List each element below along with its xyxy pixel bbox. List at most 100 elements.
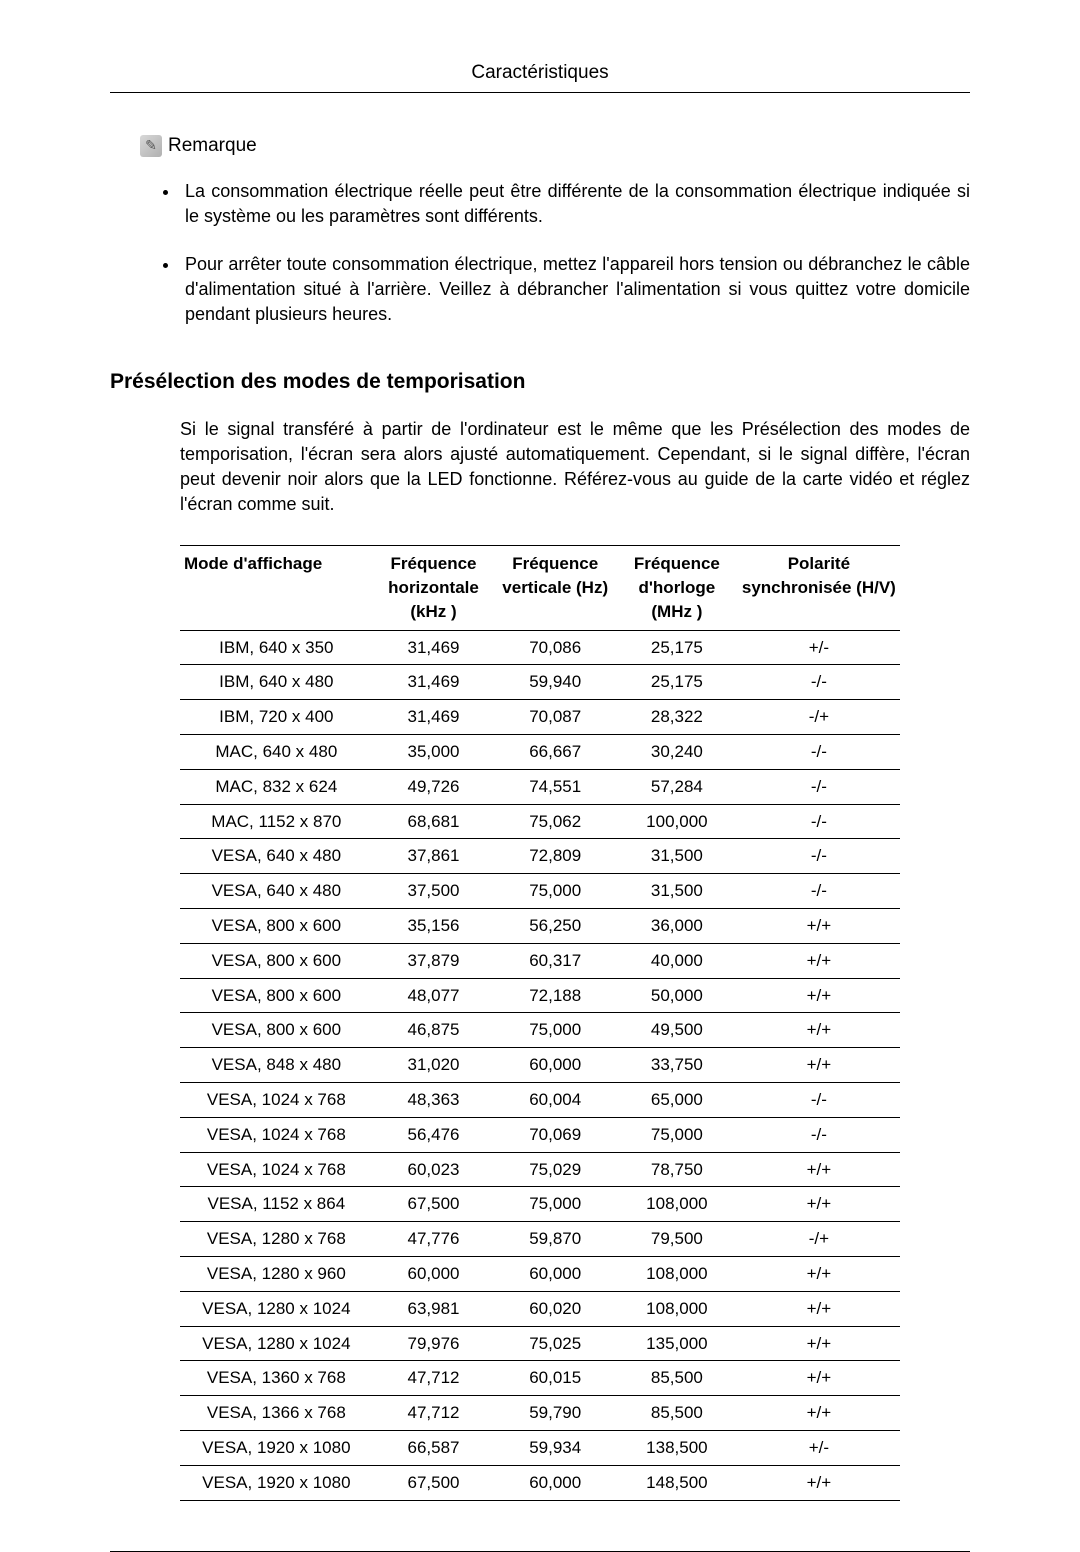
table-cell: 50,000 bbox=[616, 978, 738, 1013]
table-cell: +/+ bbox=[738, 1361, 900, 1396]
table-cell: VESA, 1920 x 1080 bbox=[180, 1465, 373, 1500]
section-heading: Présélection des modes de temporisation bbox=[110, 367, 970, 396]
table-cell: 48,363 bbox=[373, 1083, 495, 1118]
page-header: Caractéristiques bbox=[110, 60, 970, 93]
note-icon: ✎ bbox=[140, 135, 162, 157]
table-cell: 60,317 bbox=[494, 943, 616, 978]
table-cell: VESA, 800 x 600 bbox=[180, 943, 373, 978]
table-cell: VESA, 1024 x 768 bbox=[180, 1083, 373, 1118]
table-cell: 63,981 bbox=[373, 1291, 495, 1326]
remarque-line: ✎ Remarque bbox=[140, 133, 970, 160]
table-cell: 35,000 bbox=[373, 735, 495, 770]
table-cell: 59,790 bbox=[494, 1396, 616, 1431]
table-cell: +/+ bbox=[738, 1187, 900, 1222]
table-cell: VESA, 1152 x 864 bbox=[180, 1187, 373, 1222]
bullet-list: La consommation électrique réelle peut ê… bbox=[180, 179, 970, 327]
table-cell: 60,023 bbox=[373, 1152, 495, 1187]
table-row: VESA, 1024 x 76860,02375,02978,750+/+ bbox=[180, 1152, 900, 1187]
table-cell: 28,322 bbox=[616, 700, 738, 735]
table-row: VESA, 1024 x 76856,47670,06975,000-/- bbox=[180, 1117, 900, 1152]
table-row: VESA, 1280 x 102463,98160,020108,000+/+ bbox=[180, 1291, 900, 1326]
table-row: VESA, 1280 x 96060,00060,000108,000+/+ bbox=[180, 1257, 900, 1292]
table-cell: IBM, 720 x 400 bbox=[180, 700, 373, 735]
table-row: MAC, 1152 x 87068,68175,062100,000-/- bbox=[180, 804, 900, 839]
table-cell: 70,086 bbox=[494, 630, 616, 665]
table-cell: 48,077 bbox=[373, 978, 495, 1013]
table-cell: VESA, 1360 x 768 bbox=[180, 1361, 373, 1396]
table-cell: 75,000 bbox=[494, 1013, 616, 1048]
table-cell: VESA, 800 x 600 bbox=[180, 1013, 373, 1048]
table-cell: 31,500 bbox=[616, 839, 738, 874]
table-cell: 78,750 bbox=[616, 1152, 738, 1187]
table-cell: IBM, 640 x 480 bbox=[180, 665, 373, 700]
col-header: Fréquence horizontale (kHz ) bbox=[373, 546, 495, 630]
table-cell: 60,000 bbox=[373, 1257, 495, 1292]
table-cell: 70,087 bbox=[494, 700, 616, 735]
table-cell: 138,500 bbox=[616, 1430, 738, 1465]
table-cell: IBM, 640 x 350 bbox=[180, 630, 373, 665]
table-cell: -/- bbox=[738, 769, 900, 804]
table-cell: MAC, 640 x 480 bbox=[180, 735, 373, 770]
table-cell: VESA, 1280 x 960 bbox=[180, 1257, 373, 1292]
table-cell: 72,809 bbox=[494, 839, 616, 874]
table-cell: VESA, 1024 x 768 bbox=[180, 1152, 373, 1187]
table-cell: 75,000 bbox=[494, 1187, 616, 1222]
col-header: Fréquence verticale (Hz) bbox=[494, 546, 616, 630]
table-cell: VESA, 848 x 480 bbox=[180, 1048, 373, 1083]
table-cell: 135,000 bbox=[616, 1326, 738, 1361]
col-header: Fréquence d'horloge (MHz ) bbox=[616, 546, 738, 630]
table-cell: 46,875 bbox=[373, 1013, 495, 1048]
table-body: IBM, 640 x 35031,46970,08625,175+/-IBM, … bbox=[180, 630, 900, 1500]
table-cell: VESA, 1280 x 1024 bbox=[180, 1291, 373, 1326]
table-cell: VESA, 800 x 600 bbox=[180, 978, 373, 1013]
table-cell: 31,500 bbox=[616, 874, 738, 909]
table-cell: MAC, 1152 x 870 bbox=[180, 804, 373, 839]
table-row: VESA, 1280 x 76847,77659,87079,500-/+ bbox=[180, 1222, 900, 1257]
table-cell: 85,500 bbox=[616, 1396, 738, 1431]
table-cell: 31,469 bbox=[373, 630, 495, 665]
bullet-item: La consommation électrique réelle peut ê… bbox=[180, 179, 970, 229]
table-cell: -/- bbox=[738, 874, 900, 909]
table-cell: 60,004 bbox=[494, 1083, 616, 1118]
table-cell: 33,750 bbox=[616, 1048, 738, 1083]
table-cell: VESA, 1920 x 1080 bbox=[180, 1430, 373, 1465]
table-cell: VESA, 1280 x 1024 bbox=[180, 1326, 373, 1361]
table-cell: 47,712 bbox=[373, 1396, 495, 1431]
table-cell: 148,500 bbox=[616, 1465, 738, 1500]
table-row: IBM, 640 x 48031,46959,94025,175-/- bbox=[180, 665, 900, 700]
table-cell: 65,000 bbox=[616, 1083, 738, 1118]
table-cell: 70,069 bbox=[494, 1117, 616, 1152]
table-row: MAC, 832 x 62449,72674,55157,284-/- bbox=[180, 769, 900, 804]
table-cell: 40,000 bbox=[616, 943, 738, 978]
footer-rule bbox=[110, 1551, 970, 1552]
table-cell: 25,175 bbox=[616, 630, 738, 665]
table-cell: -/- bbox=[738, 1083, 900, 1118]
table-cell: 74,551 bbox=[494, 769, 616, 804]
table-cell: 47,776 bbox=[373, 1222, 495, 1257]
table-cell: -/- bbox=[738, 804, 900, 839]
table-cell: VESA, 640 x 480 bbox=[180, 874, 373, 909]
remarque-label: Remarque bbox=[168, 133, 257, 160]
table-row: VESA, 1152 x 86467,50075,000108,000+/+ bbox=[180, 1187, 900, 1222]
table-cell: 108,000 bbox=[616, 1187, 738, 1222]
table-cell: +/+ bbox=[738, 1326, 900, 1361]
table-row: VESA, 800 x 60035,15656,25036,000+/+ bbox=[180, 909, 900, 944]
table-cell: +/+ bbox=[738, 1396, 900, 1431]
table-cell: 108,000 bbox=[616, 1257, 738, 1292]
table-cell: 75,000 bbox=[616, 1117, 738, 1152]
col-header: Polarité synchronisée (H/V) bbox=[738, 546, 900, 630]
timing-table: Mode d'affichage Fréquence horizontale (… bbox=[180, 545, 900, 1500]
table-cell: -/- bbox=[738, 665, 900, 700]
table-cell: VESA, 1280 x 768 bbox=[180, 1222, 373, 1257]
table-row: IBM, 640 x 35031,46970,08625,175+/- bbox=[180, 630, 900, 665]
table-cell: 25,175 bbox=[616, 665, 738, 700]
bullet-item: Pour arrêter toute consommation électriq… bbox=[180, 252, 970, 328]
table-cell: 31,020 bbox=[373, 1048, 495, 1083]
table-cell: 75,000 bbox=[494, 874, 616, 909]
table-cell: 56,250 bbox=[494, 909, 616, 944]
table-cell: VESA, 800 x 600 bbox=[180, 909, 373, 944]
table-row: VESA, 800 x 60046,87575,00049,500+/+ bbox=[180, 1013, 900, 1048]
table-cell: +/- bbox=[738, 630, 900, 665]
table-cell: 30,240 bbox=[616, 735, 738, 770]
table-row: MAC, 640 x 48035,00066,66730,240-/- bbox=[180, 735, 900, 770]
